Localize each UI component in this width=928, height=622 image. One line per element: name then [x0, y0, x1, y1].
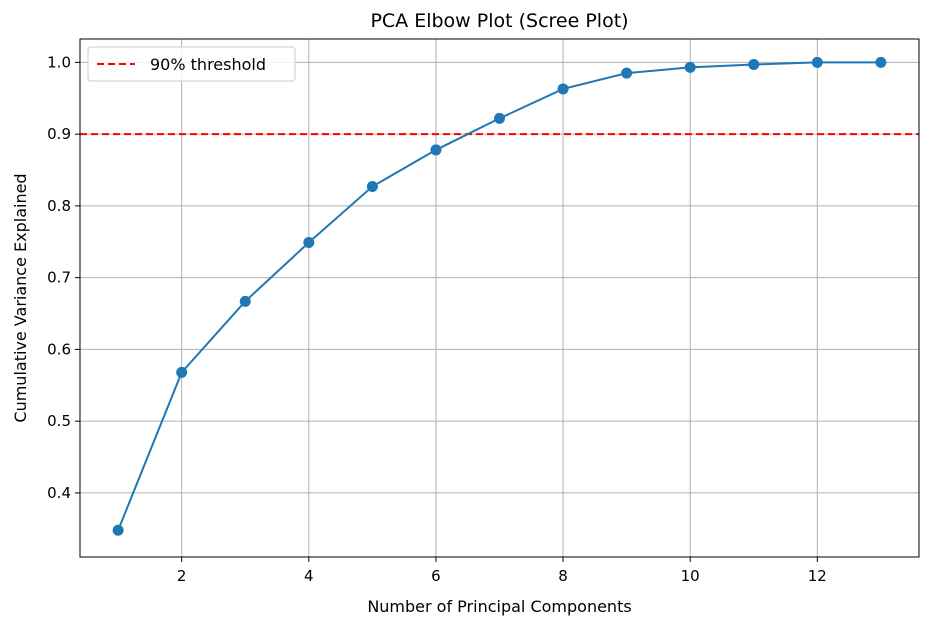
y-tick-label: 0.8 [47, 197, 71, 215]
data-point [748, 59, 760, 71]
y-tick-label: 0.9 [47, 125, 71, 143]
data-point [494, 112, 505, 124]
data-point [557, 83, 569, 95]
legend-box [87, 46, 296, 82]
y-axis: 0.4 0.5 0.6 0.7 0.8 0.9 1.0 [47, 53, 80, 502]
data-point [303, 236, 315, 248]
x-tick-label: 6 [431, 567, 441, 585]
data-point [684, 61, 696, 73]
y-tick-label: 0.5 [47, 412, 71, 430]
series-layer [112, 56, 887, 536]
x-tick-label: 10 [681, 567, 700, 585]
y-tick-label: 0.7 [47, 269, 71, 287]
x-tick-label: 4 [304, 567, 314, 585]
data-point [621, 67, 633, 79]
y-axis-label: Cumulative Variance Explained [11, 173, 30, 422]
x-axis: 2 4 6 8 10 12 [177, 557, 827, 585]
data-point [112, 524, 124, 536]
grid [80, 39, 919, 557]
legend-threshold-label: 90% threshold [150, 55, 266, 74]
y-tick-label: 0.6 [47, 340, 71, 358]
data-point [176, 366, 188, 378]
data-point [875, 56, 887, 68]
y-tick-label: 0.4 [47, 484, 71, 502]
x-tick-label: 2 [177, 567, 187, 585]
x-tick-label: 8 [558, 567, 568, 585]
chart-title: PCA Elbow Plot (Scree Plot) [370, 10, 628, 32]
data-point [366, 181, 378, 193]
y-tick-label: 1.0 [47, 53, 71, 71]
data-point [811, 56, 823, 68]
data-point [430, 144, 442, 156]
series-line [117, 61, 881, 531]
x-tick-label: 12 [808, 567, 827, 585]
legend: 90% threshold [87, 46, 296, 82]
x-axis-label: Number of Principal Components [367, 597, 631, 616]
data-point [239, 295, 251, 307]
plot-frame [79, 38, 920, 558]
